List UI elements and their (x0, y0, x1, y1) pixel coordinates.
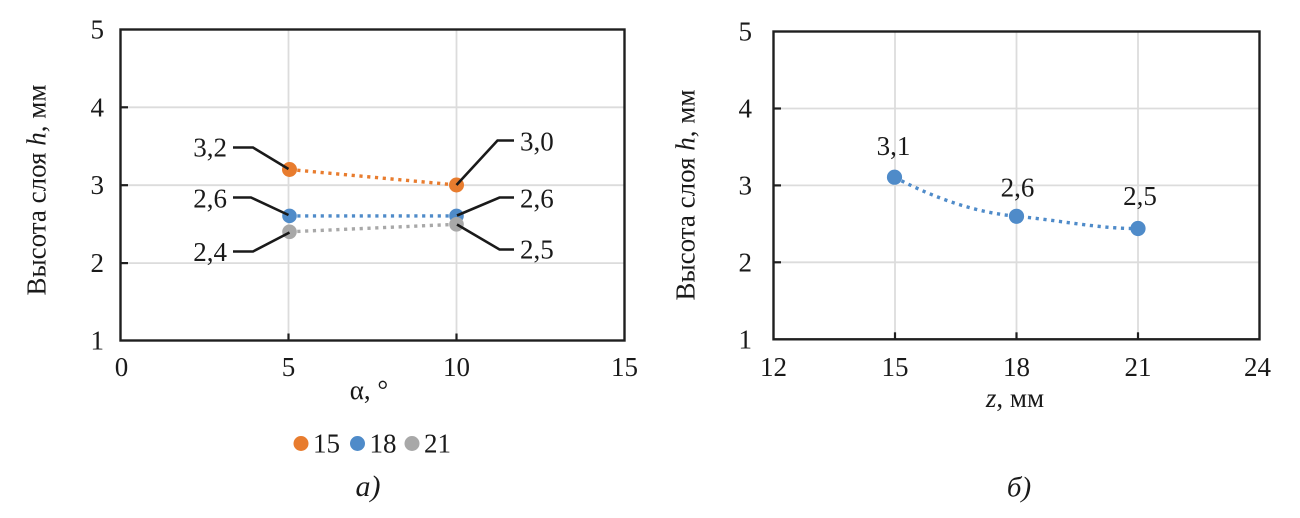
svg-text:б): б) (1007, 472, 1031, 504)
svg-text:1: 1 (91, 326, 105, 356)
svg-text:15: 15 (313, 429, 340, 459)
svg-text:2: 2 (91, 248, 105, 278)
svg-text:5: 5 (282, 352, 296, 382)
svg-text:3,2: 3,2 (193, 133, 227, 163)
svg-text:z, мм: z, мм (985, 383, 1044, 413)
svg-text:12: 12 (760, 352, 787, 382)
svg-text:2,5: 2,5 (1123, 181, 1157, 211)
svg-text:24: 24 (1244, 352, 1272, 382)
svg-text:18: 18 (370, 429, 397, 459)
svg-text:3,0: 3,0 (520, 127, 554, 157)
svg-text:2,6: 2,6 (520, 184, 554, 214)
svg-text:2,6: 2,6 (1001, 173, 1035, 203)
svg-text:10: 10 (443, 352, 470, 382)
svg-text:Высота слоя h, мм: Высота слоя h, мм (671, 90, 701, 301)
svg-text:4: 4 (739, 94, 753, 124)
svg-text:0: 0 (115, 352, 129, 382)
svg-text:21: 21 (1125, 352, 1152, 382)
svg-text:2,6: 2,6 (193, 184, 227, 214)
svg-text:1: 1 (739, 324, 753, 354)
svg-text:4: 4 (91, 92, 105, 122)
svg-text:α, °: α, ° (350, 375, 388, 405)
svg-text:2,5: 2,5 (520, 235, 554, 265)
svg-text:а): а) (356, 470, 381, 503)
svg-text:15: 15 (611, 352, 638, 382)
svg-text:2: 2 (739, 247, 753, 277)
svg-text:5: 5 (739, 17, 753, 47)
svg-text:5: 5 (91, 15, 105, 45)
svg-text:21: 21 (424, 429, 451, 459)
svg-text:18: 18 (1003, 352, 1030, 382)
svg-text:3,1: 3,1 (877, 131, 911, 161)
svg-text:3: 3 (91, 170, 105, 200)
svg-text:2,4: 2,4 (193, 237, 227, 267)
svg-text:Высота слоя h, мм: Высота слоя h, мм (22, 85, 52, 296)
svg-text:3: 3 (739, 170, 753, 200)
svg-text:15: 15 (882, 352, 909, 382)
